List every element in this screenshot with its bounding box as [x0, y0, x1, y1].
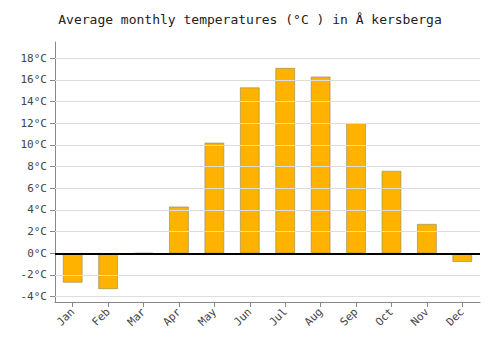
- svg-text:2°C: 2°C: [27, 225, 47, 238]
- svg-text:Oct: Oct: [373, 305, 396, 328]
- svg-text:Feb: Feb: [89, 305, 112, 328]
- svg-text:Dec: Dec: [444, 305, 467, 328]
- svg-text:0°C: 0°C: [27, 247, 47, 260]
- svg-text:8°C: 8°C: [27, 160, 47, 173]
- svg-text:6°C: 6°C: [27, 182, 47, 195]
- svg-text:Jul: Jul: [267, 305, 290, 328]
- svg-text:18°C: 18°C: [21, 52, 48, 65]
- svg-text:Jan: Jan: [54, 305, 77, 328]
- svg-text:10°C: 10°C: [21, 138, 48, 151]
- svg-text:-2°C: -2°C: [21, 268, 48, 281]
- svg-text:Aug: Aug: [302, 305, 325, 328]
- svg-text:16°C: 16°C: [21, 73, 48, 86]
- svg-text:Average monthly temperatures (: Average monthly temperatures (°C ) in Å …: [58, 12, 442, 27]
- svg-text:-4°C: -4°C: [21, 290, 48, 303]
- svg-text:14°C: 14°C: [21, 95, 48, 108]
- svg-text:Nov: Nov: [408, 305, 431, 328]
- svg-text:4°C: 4°C: [27, 203, 47, 216]
- svg-text:Sep: Sep: [337, 305, 360, 328]
- svg-text:May: May: [196, 305, 219, 328]
- svg-text:Apr: Apr: [160, 305, 183, 328]
- svg-text:Jun: Jun: [231, 305, 254, 328]
- svg-text:12°C: 12°C: [21, 117, 48, 130]
- svg-text:Mar: Mar: [125, 305, 148, 328]
